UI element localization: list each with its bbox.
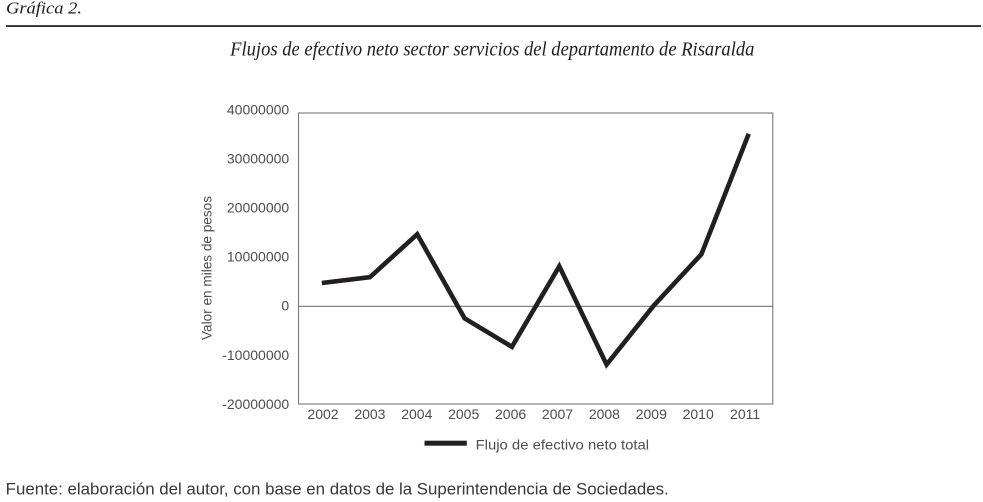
svg-text:30000000: 30000000 <box>227 151 290 167</box>
svg-text:2008: 2008 <box>589 406 620 422</box>
svg-text:2011: 2011 <box>730 406 760 422</box>
svg-text:40000000: 40000000 <box>227 101 290 117</box>
svg-text:2010: 2010 <box>683 406 714 422</box>
svg-text:20000000: 20000000 <box>227 200 290 216</box>
svg-text:2007: 2007 <box>542 406 573 422</box>
svg-text:Flujos de efectivo neto sector: Flujos de efectivo neto sector servicios… <box>229 40 754 61</box>
svg-text:2005: 2005 <box>448 406 479 422</box>
svg-text:Valor en miles de pesos: Valor en miles de pesos <box>199 196 215 340</box>
svg-text:2003: 2003 <box>354 406 385 422</box>
svg-text:0: 0 <box>281 298 289 314</box>
svg-text:-20000000: -20000000 <box>222 396 289 412</box>
svg-text:2009: 2009 <box>636 406 667 422</box>
svg-text:2004: 2004 <box>401 406 432 422</box>
svg-text:2002: 2002 <box>307 406 338 422</box>
svg-text:10000000: 10000000 <box>227 249 290 265</box>
svg-text:Fuente: elaboración del autor,: Fuente: elaboración del autor, con base … <box>6 480 669 498</box>
svg-text:Flujo de efectivo neto total: Flujo de efectivo neto total <box>476 436 649 452</box>
svg-text:2006: 2006 <box>495 406 526 422</box>
svg-text:Gráfica 2.: Gráfica 2. <box>6 0 82 17</box>
svg-text:-10000000: -10000000 <box>222 347 289 363</box>
